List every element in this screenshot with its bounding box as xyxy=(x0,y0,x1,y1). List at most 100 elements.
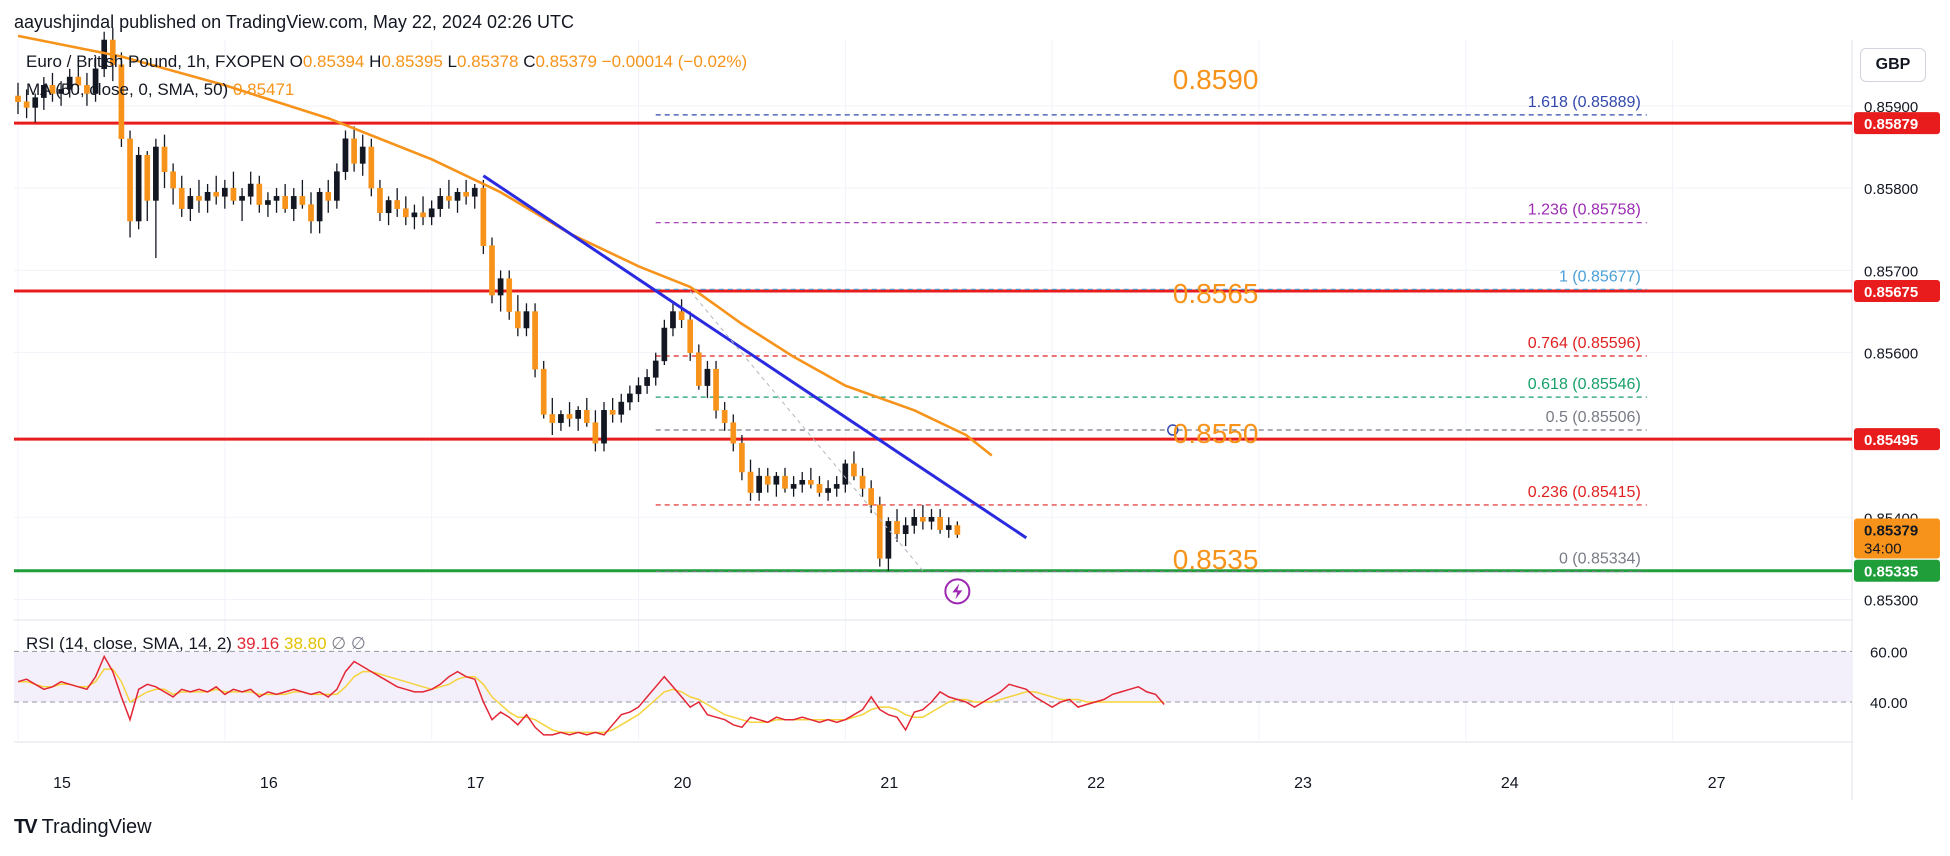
candle-body xyxy=(92,68,99,94)
candle-body xyxy=(661,327,668,362)
candle-body xyxy=(618,401,625,415)
rsi-sma-legend-value: 38.80 xyxy=(283,634,327,653)
ma-legend[interactable]: MA (50, close, 0, SMA, 50) 0.85471 xyxy=(26,80,294,100)
time-tick-24: 24 xyxy=(1501,775,1519,792)
candle-body xyxy=(187,196,194,209)
price-axis[interactable]: 0.859000.858000.857000.856000.854000.853… xyxy=(1854,99,1940,712)
candle-body xyxy=(256,183,263,205)
candle-body xyxy=(515,311,521,329)
rsi-legend[interactable]: RSI (14, close, SMA, 14, 2) 39.16 38.80 … xyxy=(26,634,366,654)
candle-body xyxy=(790,484,797,489)
lightning-icon xyxy=(952,583,963,600)
time-axis[interactable]: 15 16 17 20 21 22 23 24 27 xyxy=(53,775,1726,792)
candle-body xyxy=(928,517,935,522)
candle-body xyxy=(239,196,245,201)
candle-body xyxy=(49,85,56,94)
current-price-countdown: 34:00 xyxy=(1864,541,1902,558)
price-tick: 0.85600 xyxy=(1864,346,1918,363)
trendlines[interactable] xyxy=(482,174,1028,572)
candle-body xyxy=(247,183,254,197)
candle-body xyxy=(902,525,909,534)
candle-body xyxy=(859,475,866,489)
fib-label-1.236: 1.236 (0.85758) xyxy=(1528,202,1641,219)
candle-body xyxy=(75,76,82,86)
candle-body xyxy=(359,146,366,164)
price-label-bg-0.85335 xyxy=(1854,559,1940,582)
publish-info: aayushjindal published on TradingView.co… xyxy=(14,12,575,32)
candle-body xyxy=(868,488,875,506)
time-tick-23: 23 xyxy=(1294,775,1312,792)
candle-body xyxy=(325,191,332,201)
candle-body xyxy=(920,517,926,522)
current-price-label: 0.85379 xyxy=(1864,523,1918,540)
candle-body xyxy=(411,212,418,218)
candle-body xyxy=(652,360,659,378)
time-tick-15: 15 xyxy=(53,775,71,792)
candle-body xyxy=(23,101,30,108)
candle-body xyxy=(368,146,375,189)
candle-body xyxy=(713,368,719,411)
candle-body xyxy=(756,475,762,493)
candle-body xyxy=(428,208,435,218)
price-tick: 0.85300 xyxy=(1864,593,1918,610)
candle-body xyxy=(196,196,202,201)
candle-body xyxy=(385,200,392,214)
tradingview-logo[interactable]: TV TradingView xyxy=(14,816,152,839)
price-label-bg-0.85879 xyxy=(1854,112,1940,135)
fib-handle[interactable] xyxy=(1167,424,1179,436)
candle-body xyxy=(566,414,573,419)
candle-body xyxy=(773,475,780,485)
candle-body xyxy=(170,171,176,189)
candle-body xyxy=(178,187,185,209)
candle-body xyxy=(799,479,806,485)
fibonacci-retracement[interactable]: 1.618 (0.85889) 1.236 (0.85758) 1 (0.85677… xyxy=(655,94,1647,573)
legend-h-value: 0.85395 xyxy=(381,52,443,71)
candle-body xyxy=(644,377,650,386)
fib-label-0.236: 0.236 (0.85415) xyxy=(1528,484,1641,501)
candle-body xyxy=(549,414,556,423)
bearish-trendline[interactable] xyxy=(482,174,1028,540)
candle-body xyxy=(808,479,814,485)
candle-body xyxy=(833,484,840,489)
price-tick: 0.85900 xyxy=(1864,99,1918,116)
price-label-0.85675: 0.85675 xyxy=(1864,284,1918,301)
candle-body xyxy=(627,393,633,403)
time-tick-20: 20 xyxy=(674,775,692,792)
candle-body xyxy=(816,484,823,493)
price-label-0.85495: 0.85495 xyxy=(1864,432,1918,449)
candle-body xyxy=(532,311,538,370)
candle-body xyxy=(601,410,607,444)
candle-body xyxy=(144,154,151,201)
candle-body xyxy=(575,410,582,419)
candle-body xyxy=(480,187,487,246)
rsi-legend-extra1: ∅ xyxy=(331,634,347,653)
candle-body xyxy=(894,521,900,534)
fib-label-0.618: 0.618 (0.85546) xyxy=(1528,376,1641,393)
candle-body xyxy=(221,187,228,197)
candle-body xyxy=(454,191,461,201)
time-tick-21: 21 xyxy=(880,775,898,792)
legend-symbol[interactable]: Euro / British Pound, 1h, FXOPEN xyxy=(26,52,285,71)
legend-l-label: L xyxy=(447,52,457,71)
rsi-tick: 40.00 xyxy=(1870,695,1908,712)
candle-body xyxy=(213,191,220,197)
price-label-0.85335: 0.85335 xyxy=(1864,564,1918,581)
fib-label-1: 1 (0.85677) xyxy=(1559,268,1641,285)
candle-body xyxy=(540,368,547,415)
annotation-0.8550: 0.8550 xyxy=(1173,418,1259,449)
time-tick-16: 16 xyxy=(260,775,278,792)
candle-body xyxy=(764,475,771,485)
currency-button[interactable]: GBP xyxy=(1860,48,1926,82)
legend-l-value: 0.85378 xyxy=(457,52,519,71)
candle-body xyxy=(489,245,495,296)
candle-body xyxy=(471,187,478,197)
rsi-legend-value: 39.16 xyxy=(236,634,280,653)
candle-body xyxy=(670,311,676,329)
candle-body xyxy=(153,146,159,201)
annotation-0.8565: 0.8565 xyxy=(1173,278,1259,309)
price-label-bg-0.85675 xyxy=(1854,279,1940,302)
legend-change: −0.00014 (−0.02%) xyxy=(601,52,748,71)
candle-body xyxy=(135,154,142,222)
rsi-panel xyxy=(14,650,1852,736)
